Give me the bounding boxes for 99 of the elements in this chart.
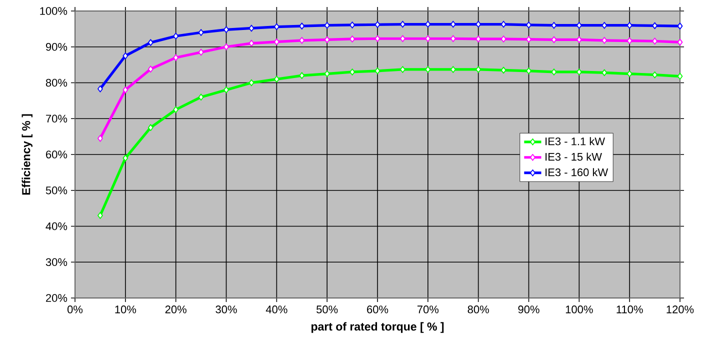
point xyxy=(274,23,280,30)
x-tick-label: 120% xyxy=(666,306,694,314)
point xyxy=(299,72,305,80)
y-tick-label: 30% xyxy=(46,258,68,266)
point xyxy=(677,22,683,30)
point xyxy=(526,22,532,28)
x-tick-label: 60% xyxy=(367,306,388,314)
point xyxy=(526,67,532,74)
point xyxy=(652,22,658,30)
point xyxy=(602,69,608,76)
point xyxy=(148,124,154,132)
point xyxy=(576,22,582,29)
point xyxy=(374,21,380,28)
point xyxy=(122,52,128,60)
point xyxy=(148,39,154,46)
point xyxy=(98,134,103,142)
point xyxy=(500,20,506,28)
point xyxy=(299,22,305,30)
point xyxy=(551,36,557,44)
point xyxy=(122,154,128,162)
point xyxy=(173,54,179,62)
point xyxy=(500,36,506,42)
point xyxy=(602,36,608,44)
y-axis-title: Efficiency [ % ] xyxy=(22,114,32,195)
x-tick-label: 20% xyxy=(165,306,186,314)
point xyxy=(500,66,506,74)
point xyxy=(224,43,229,50)
point xyxy=(677,72,683,80)
point xyxy=(98,212,103,219)
y-tick-label: 90% xyxy=(46,42,68,51)
point xyxy=(122,86,128,94)
point xyxy=(425,35,431,42)
point xyxy=(374,35,380,42)
point xyxy=(400,20,406,28)
point xyxy=(450,66,456,73)
y-tick-label: 80% xyxy=(46,78,68,87)
y-tick-label: 70% xyxy=(46,114,68,123)
point xyxy=(198,48,204,56)
point xyxy=(198,94,204,101)
point xyxy=(324,22,330,29)
y-tick-label: 50% xyxy=(46,186,68,194)
point xyxy=(274,38,280,46)
point xyxy=(98,85,103,92)
x-tick-label: 100% xyxy=(566,306,593,314)
point xyxy=(350,68,355,76)
point xyxy=(400,66,406,73)
x-axis-title: part of rated torque [ % ] xyxy=(311,322,444,333)
point xyxy=(425,20,431,28)
legend-label: IE3 - 15 kW xyxy=(546,152,602,161)
y-tick-label: 60% xyxy=(46,150,68,158)
point xyxy=(626,22,632,29)
point xyxy=(476,66,482,73)
point xyxy=(626,70,632,78)
point xyxy=(248,79,254,86)
point xyxy=(677,38,683,46)
point xyxy=(198,29,204,36)
point xyxy=(248,40,254,47)
point xyxy=(425,66,431,73)
point xyxy=(274,76,280,83)
x-tick-label: 70% xyxy=(417,306,439,314)
point xyxy=(652,71,658,78)
point xyxy=(148,66,154,73)
x-tick-label: 80% xyxy=(468,306,489,314)
point xyxy=(324,70,330,78)
x-tick-label: 0% xyxy=(67,306,83,314)
point xyxy=(476,36,482,42)
point xyxy=(324,36,330,44)
point xyxy=(576,36,582,44)
point xyxy=(450,35,456,42)
y-tick-label: 100% xyxy=(40,7,68,15)
point xyxy=(299,36,305,44)
point xyxy=(551,22,557,29)
x-tick-label: 10% xyxy=(115,306,136,314)
point xyxy=(602,22,608,29)
y-tick-label: 20% xyxy=(46,294,68,302)
point xyxy=(551,68,557,76)
x-tick-label: 110% xyxy=(616,306,643,314)
legend-label: IE3 - 1.1 kW xyxy=(546,137,606,146)
point xyxy=(173,106,179,114)
x-tick-label: 40% xyxy=(266,306,288,314)
legend-label: IE3 - 160 kW xyxy=(546,168,608,176)
point xyxy=(450,20,456,28)
x-tick-label: 50% xyxy=(316,306,338,314)
point xyxy=(626,37,632,44)
point xyxy=(526,36,532,43)
point xyxy=(350,22,355,28)
point xyxy=(350,36,355,42)
point xyxy=(374,67,380,74)
x-tick-label: 90% xyxy=(518,306,540,314)
point xyxy=(652,38,658,45)
point xyxy=(576,68,582,76)
point xyxy=(173,32,179,40)
point xyxy=(476,20,482,28)
x-tick-label: 30% xyxy=(216,306,237,314)
y-tick-label: 40% xyxy=(46,222,68,230)
point xyxy=(248,24,254,32)
point xyxy=(400,35,406,42)
point xyxy=(224,86,229,94)
point xyxy=(224,26,229,34)
